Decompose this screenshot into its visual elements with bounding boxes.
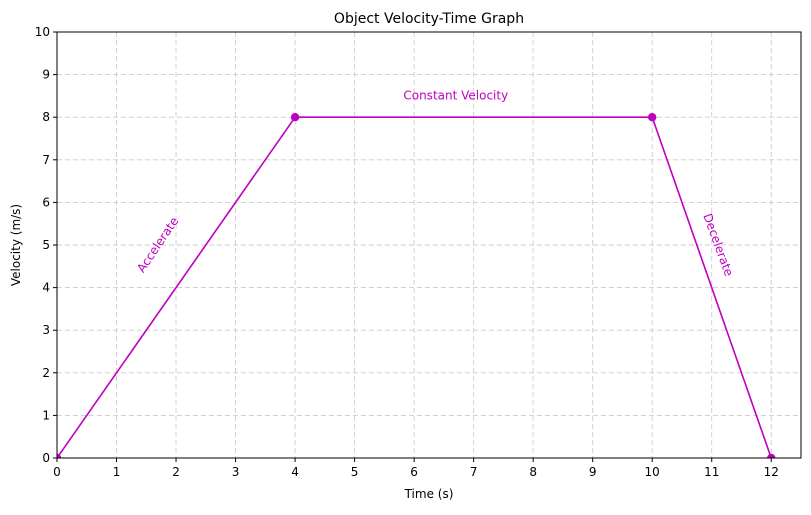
series-layer [57, 113, 776, 458]
data-point [57, 453, 62, 458]
x-tick-label: 11 [704, 465, 719, 479]
y-tick-label: 0 [42, 451, 50, 465]
y-tick-label: 5 [42, 238, 50, 252]
x-tick-label: 3 [232, 465, 240, 479]
y-tick-label: 4 [42, 281, 50, 295]
x-tick-label: 9 [589, 465, 597, 479]
data-point [290, 113, 300, 122]
y-tick-label: 2 [42, 366, 50, 380]
x-tick-label: 12 [764, 465, 779, 479]
x-tick-label: 8 [529, 465, 537, 479]
x-tick-label: 6 [410, 465, 418, 479]
y-tick-label: 3 [42, 323, 50, 337]
y-tick-label: 8 [42, 110, 50, 124]
data-point [648, 113, 657, 122]
velocity-line [57, 116, 772, 458]
y-axis-label: Velocity (m/s) [9, 204, 23, 286]
y-tick-label: 6 [42, 195, 50, 209]
x-tick-label: 4 [291, 465, 299, 479]
chart-title: Object Velocity-Time Graph [334, 11, 524, 27]
x-tick-label: 1 [113, 465, 121, 479]
x-tick-label: 2 [172, 465, 180, 479]
annotation-label: Constant Velocity [403, 88, 508, 102]
x-axis-label: Time (s) [404, 487, 454, 501]
y-tick-label: 10 [35, 25, 50, 39]
grid-layer [56, 31, 801, 459]
x-tick-label: 0 [53, 465, 61, 479]
x-tick-label: 5 [351, 465, 359, 479]
y-tick-label: 7 [42, 153, 50, 167]
x-tick-label: 10 [645, 465, 660, 479]
y-tick-label: 9 [42, 68, 50, 82]
data-point [767, 453, 776, 458]
x-tick-label: 7 [470, 465, 478, 479]
y-tick-label: 1 [42, 408, 50, 422]
